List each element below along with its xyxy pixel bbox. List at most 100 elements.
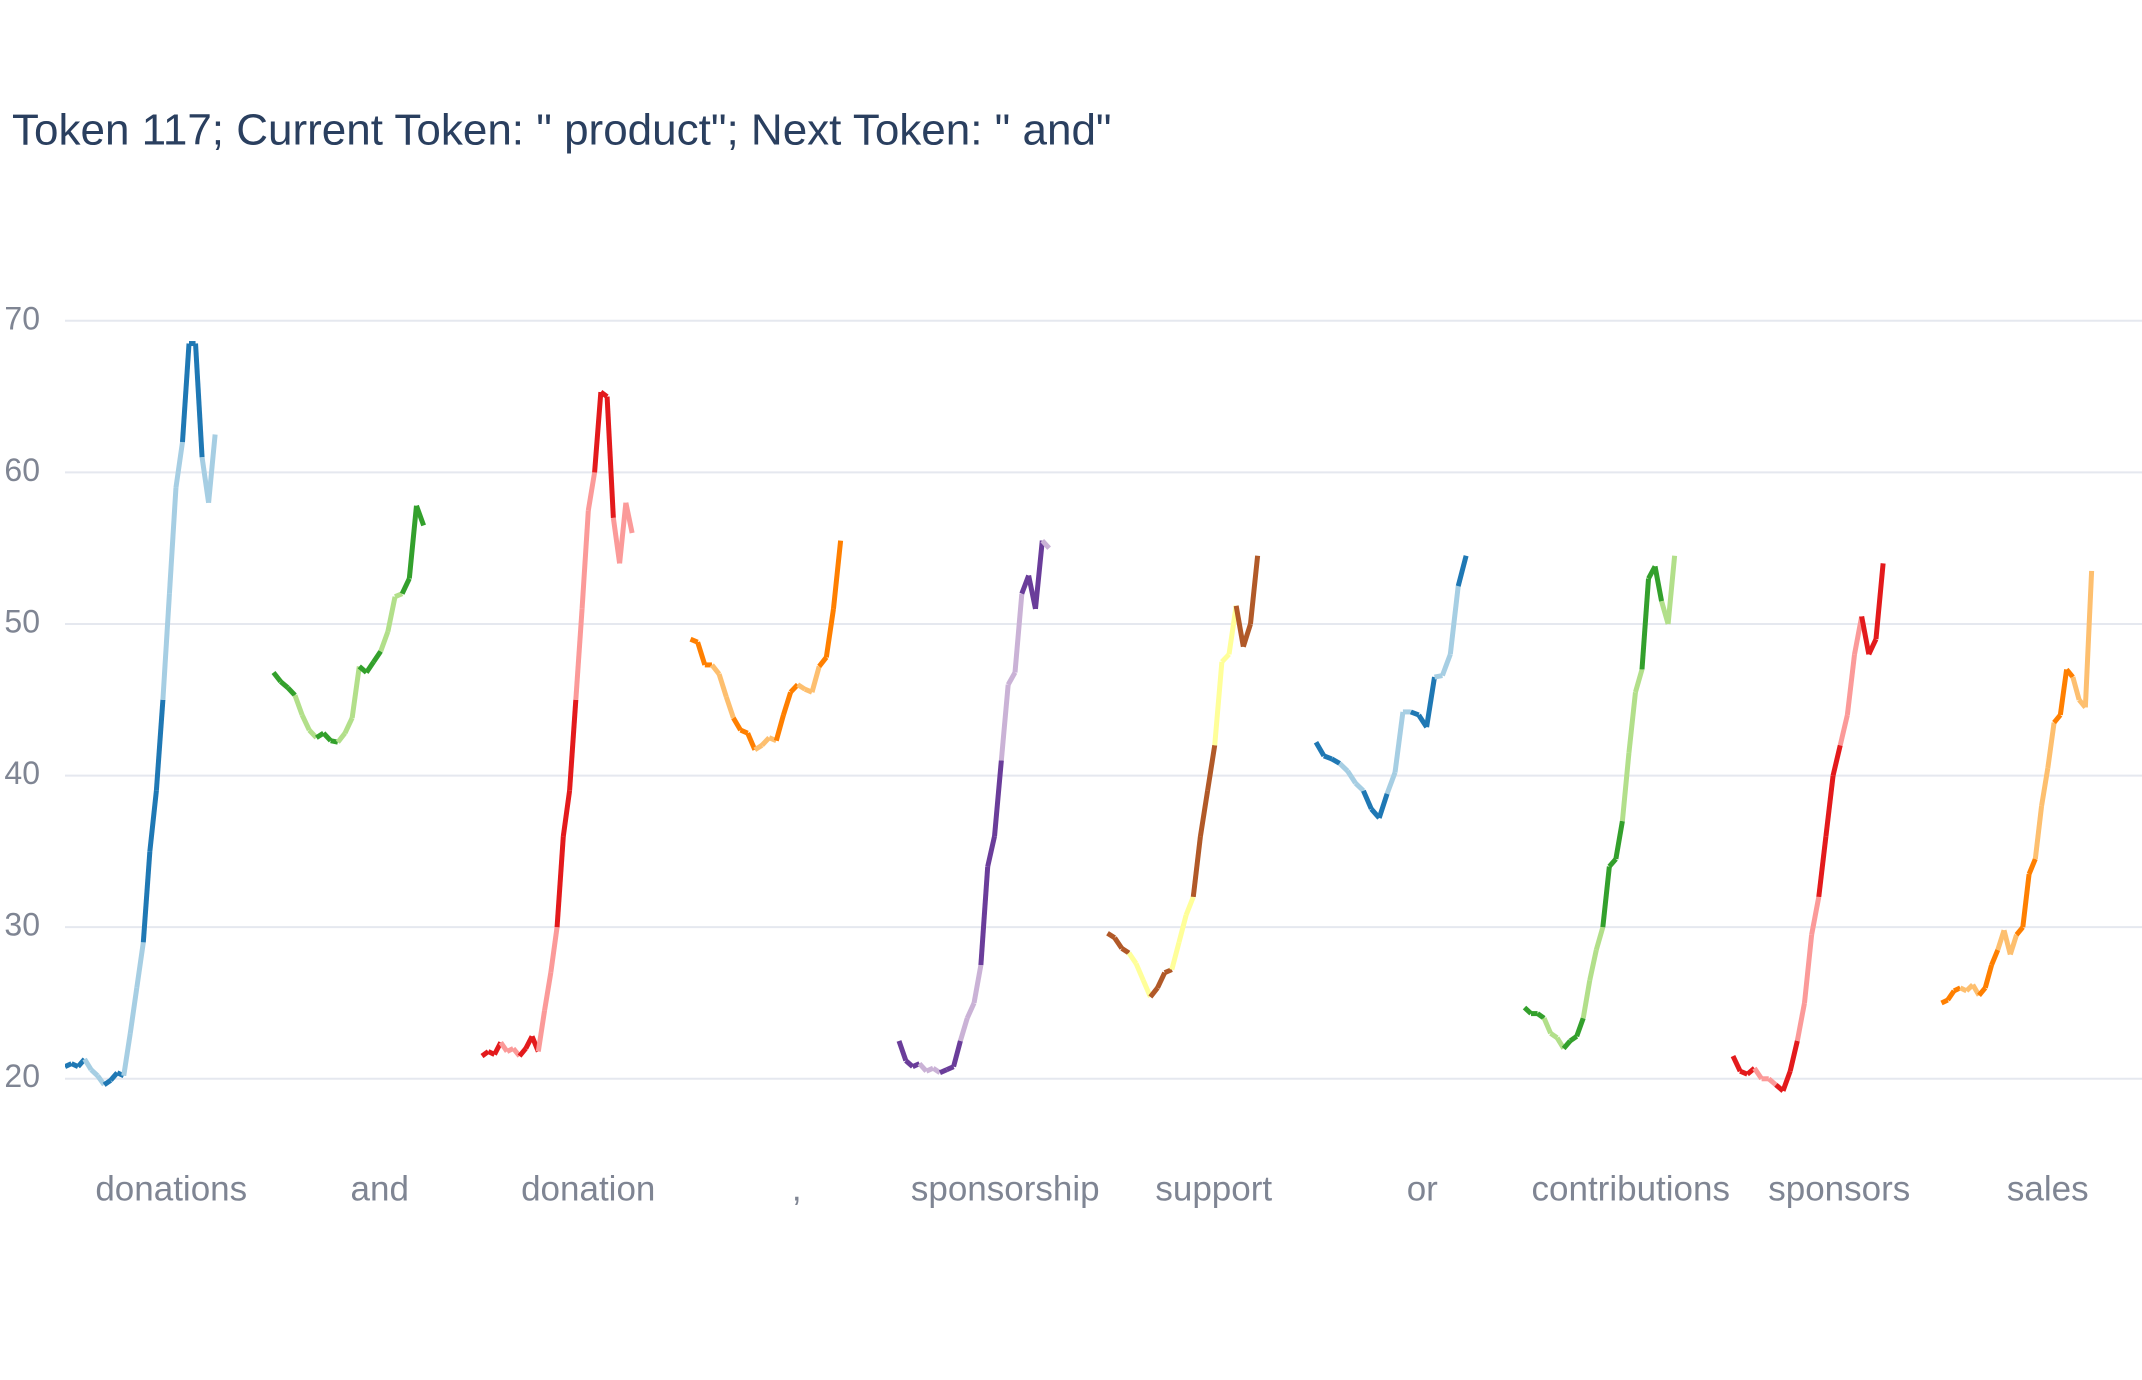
line-segment xyxy=(1626,691,1638,754)
line-segment xyxy=(1587,949,1599,981)
line-segment xyxy=(1752,1066,1764,1081)
line-segment xyxy=(335,731,347,744)
line-segment xyxy=(1169,941,1182,971)
y-tick-label: 30 xyxy=(4,907,40,943)
line-segment xyxy=(573,608,585,700)
line-segment xyxy=(1580,979,1593,1019)
line-segment xyxy=(560,790,573,837)
x-tick-label: contributions xyxy=(1532,1169,1730,1208)
line-segment xyxy=(709,663,722,676)
line-segment xyxy=(342,716,355,735)
line-segment xyxy=(723,695,736,719)
line-segment xyxy=(1190,835,1203,898)
line-segment xyxy=(1440,653,1453,677)
line-segment xyxy=(1952,985,1962,994)
line-segment xyxy=(1522,1005,1533,1016)
line-segment xyxy=(695,641,708,666)
line-segment xyxy=(1568,1034,1579,1043)
line-segment xyxy=(2032,805,2045,860)
line-segment xyxy=(585,471,598,511)
line-segment xyxy=(121,1032,133,1077)
line-segment xyxy=(173,441,185,488)
line-segment xyxy=(1816,835,1829,898)
line-segment xyxy=(2070,676,2082,701)
line-segment xyxy=(179,343,192,443)
line-segment xyxy=(1330,756,1341,766)
line-segment xyxy=(938,1067,948,1076)
line-segment xyxy=(487,1049,496,1057)
line-segment xyxy=(689,636,699,645)
line-segment xyxy=(134,941,146,989)
x-tick-label: donation xyxy=(521,1169,655,1208)
line-segment xyxy=(535,1010,548,1052)
line-segment xyxy=(1730,1054,1743,1073)
y-tick-label: 60 xyxy=(4,452,40,488)
line-segment xyxy=(753,743,764,752)
line-segment xyxy=(781,691,793,716)
line-segment xyxy=(1233,605,1246,648)
line-segment xyxy=(1176,914,1189,943)
line-segment xyxy=(745,732,758,751)
line-segment xyxy=(554,836,566,928)
line-segment xyxy=(2007,934,2019,956)
line-segment xyxy=(617,502,629,564)
line-segment xyxy=(1140,979,1153,998)
line-segment xyxy=(307,728,319,740)
line-segment xyxy=(1541,1017,1553,1035)
line-segment xyxy=(1780,1070,1793,1092)
line-segment xyxy=(1982,964,1994,989)
line-segment xyxy=(349,666,362,719)
line-segment xyxy=(399,577,412,595)
line-segment xyxy=(70,1061,80,1069)
line-segment xyxy=(2082,570,2095,708)
line-segment xyxy=(1652,565,1665,602)
line-segment xyxy=(1787,1040,1800,1072)
line-segment xyxy=(480,1049,490,1059)
line-segment xyxy=(716,673,729,698)
x-tick-label: support xyxy=(1155,1169,1272,1208)
line-segment xyxy=(414,504,426,527)
line-segment xyxy=(1353,781,1366,793)
y-tick-label: 40 xyxy=(4,755,40,791)
line-segment xyxy=(623,502,635,534)
x-tick-label: or xyxy=(1407,1169,1438,1208)
line-segment xyxy=(127,987,140,1034)
line-segment xyxy=(1226,605,1239,655)
line-segment xyxy=(2026,858,2038,876)
line-segment xyxy=(271,670,283,684)
line-segment xyxy=(102,1078,113,1087)
line-segment xyxy=(1574,1017,1586,1038)
line-segment xyxy=(1665,555,1678,625)
line-segment xyxy=(1989,948,2001,967)
line-segment xyxy=(1323,753,1333,762)
line-segment xyxy=(1639,578,1652,670)
line-segment xyxy=(1945,989,1957,1002)
line-segment xyxy=(1005,671,1018,686)
line-segment xyxy=(917,1061,929,1073)
line-segment xyxy=(394,591,404,600)
line-segment xyxy=(1455,555,1469,587)
line-segment xyxy=(299,713,312,732)
line-segment xyxy=(604,396,616,519)
line-segment xyxy=(1837,714,1850,746)
line-segment xyxy=(1133,962,1146,982)
line-segment xyxy=(2057,669,2070,716)
line-segment xyxy=(599,390,609,399)
line-segment xyxy=(1859,615,1872,655)
line-segment xyxy=(904,1058,915,1069)
line-segment xyxy=(1376,793,1390,819)
line-segment xyxy=(1205,744,1218,792)
line-segment xyxy=(1126,951,1139,965)
line-segment xyxy=(1600,866,1612,928)
line-segment xyxy=(1409,709,1420,718)
line-segment xyxy=(1739,1068,1749,1077)
x-tick-label: sponsors xyxy=(1768,1169,1910,1208)
line-segment xyxy=(931,1066,942,1075)
line-segment xyxy=(285,685,297,697)
line-segment xyxy=(1613,820,1625,860)
line-segment xyxy=(998,684,1011,761)
line-segment xyxy=(1844,654,1858,716)
line-segment xyxy=(911,1061,921,1069)
line-segment xyxy=(985,835,997,868)
